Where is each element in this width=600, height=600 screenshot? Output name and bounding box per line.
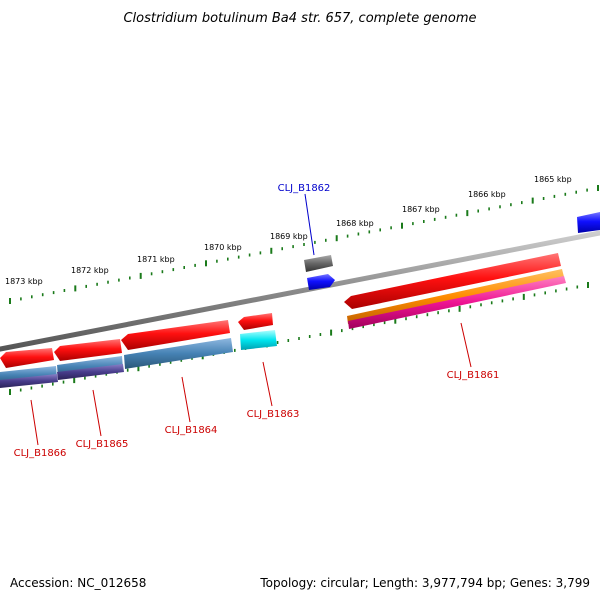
gene-label-CLJ_B1861[interactable]: CLJ_B1861 bbox=[447, 370, 500, 381]
genome-backbone bbox=[0, 230, 600, 352]
gene-arrow-CLJ_B1864[interactable] bbox=[121, 320, 230, 350]
gene-label-leaders bbox=[30, 193, 472, 446]
genome-summary: Topology: circular; Length: 3,977,794 bp… bbox=[260, 576, 590, 590]
accession-label: Accession: NC_012658 bbox=[10, 576, 147, 590]
leader-CLJ_B1863 bbox=[262, 361, 273, 407]
gene-bar-slateblue bbox=[57, 364, 124, 380]
gene-bar-magenta bbox=[348, 276, 566, 329]
leader-CLJ_B1862 bbox=[304, 193, 315, 256]
scale-label: 1865 kbp bbox=[534, 175, 572, 184]
gene-label-CLJ_B1862[interactable]: CLJ_B1862 bbox=[278, 183, 331, 194]
scale-label: 1868 kbp bbox=[336, 219, 374, 228]
scale-label: 1872 kbp bbox=[71, 266, 109, 275]
gene-label-CLJ_B1866[interactable]: CLJ_B1866 bbox=[14, 448, 67, 459]
gene-bar-steelblue bbox=[124, 338, 233, 369]
scale-label: 1871 kbp bbox=[137, 255, 175, 264]
gene-arrow-CLJ_B1866[interactable] bbox=[0, 348, 54, 368]
gene-arrow-CLJ_B1863[interactable] bbox=[238, 313, 273, 330]
inner-scale-ruler bbox=[9, 282, 589, 395]
gene-label-CLJ_B1864[interactable]: CLJ_B1864 bbox=[165, 425, 218, 436]
leader-CLJ_B1866 bbox=[30, 399, 39, 446]
gene-label-CLJ_B1863[interactable]: CLJ_B1863 bbox=[247, 409, 300, 420]
gene-arrow-CLJ_B1862[interactable] bbox=[307, 274, 335, 290]
scale-label: 1869 kbp bbox=[270, 232, 308, 241]
reverse-strand-features bbox=[0, 253, 566, 388]
gene-arrow-grey[interactable] bbox=[304, 255, 333, 272]
gene-arrow-CLJ_B1865[interactable] bbox=[54, 339, 122, 361]
gene-label-CLJ_B1865[interactable]: CLJ_B1865 bbox=[76, 439, 129, 450]
genome-title: Clostridium botulinum Ba4 str. 657, comp… bbox=[123, 11, 476, 26]
leader-CLJ_B1861 bbox=[460, 322, 472, 368]
scale-labels: 1865 kbp 1866 kbp 1867 kbp 1868 kbp 1869… bbox=[5, 175, 572, 286]
gene-bar-slateblue-2 bbox=[0, 374, 58, 388]
scale-label: 1866 kbp bbox=[468, 190, 506, 199]
scale-label: 1867 kbp bbox=[402, 205, 440, 214]
gene-arrow-offscreen[interactable] bbox=[577, 212, 600, 233]
leader-CLJ_B1864 bbox=[181, 376, 191, 423]
forward-strand-features bbox=[304, 212, 600, 290]
scale-label: 1873 kbp bbox=[5, 277, 43, 286]
gene-arrow-CLJ_B1861[interactable] bbox=[344, 253, 561, 309]
leader-CLJ_B1865 bbox=[92, 389, 102, 437]
gene-bar-cyan bbox=[240, 330, 277, 350]
outer-scale-ruler bbox=[9, 185, 599, 304]
gene-labels: CLJ_B1862 CLJ_B1861 CLJ_B1863 CLJ_B1864 … bbox=[14, 183, 500, 459]
scale-label: 1870 kbp bbox=[204, 243, 242, 252]
